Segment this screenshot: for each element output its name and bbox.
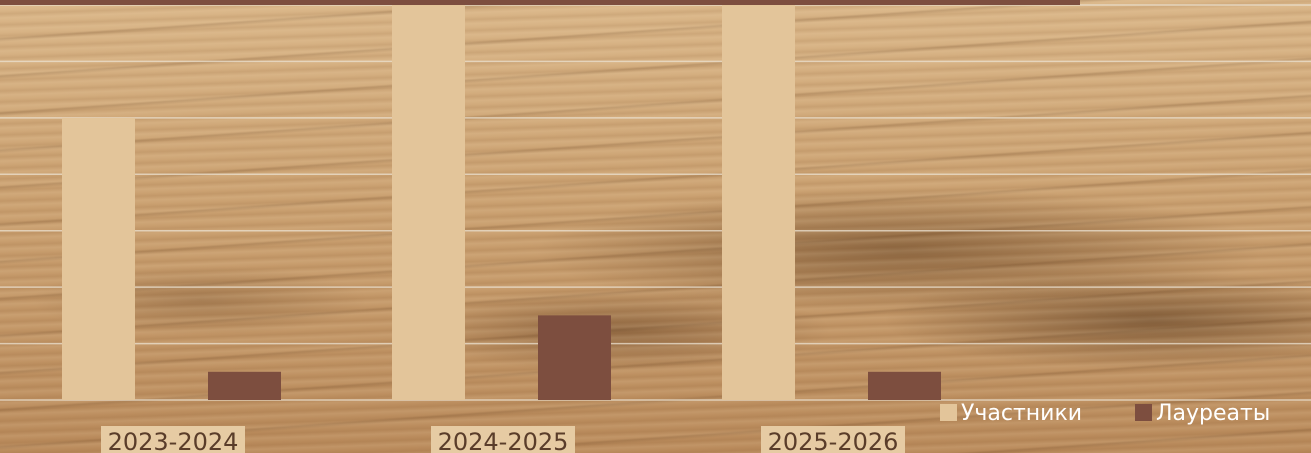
bar-participants: Участники: 73 bbox=[722, 5, 795, 400]
bar-laureates: Лауреаты: 15 bbox=[538, 315, 611, 400]
bar-laureates: Лауреаты: 5 bbox=[208, 371, 281, 400]
category-label-bg bbox=[101, 426, 245, 453]
bar-laureates: Лауреаты: 5 bbox=[868, 371, 941, 400]
category-label: 2024-2025 bbox=[438, 428, 569, 453]
legend-label: Лауреаты bbox=[1156, 401, 1270, 426]
category-label: 2025-2026 bbox=[768, 428, 899, 453]
legend-swatch bbox=[1135, 404, 1152, 421]
category-labels: 2023-2024 2024-2025 2025-2026 bbox=[101, 426, 905, 453]
category-label-bg bbox=[761, 426, 905, 453]
bar-participants: Участники: 73 bbox=[392, 5, 465, 400]
grid-lines bbox=[0, 0, 1311, 401]
bars: Участники: 50 Лауреаты: 5 Участники: 73 Лау… bbox=[62, 5, 941, 400]
category-label: 2023-2024 bbox=[108, 428, 239, 453]
top-strip bbox=[0, 0, 1080, 5]
category-label-bg bbox=[431, 426, 575, 453]
bar-participants: Участники: 50 bbox=[62, 117, 135, 400]
legend: Участники Лауреаты bbox=[940, 401, 1270, 426]
legend-swatch bbox=[940, 404, 957, 421]
legend-label: Участники bbox=[961, 401, 1082, 426]
